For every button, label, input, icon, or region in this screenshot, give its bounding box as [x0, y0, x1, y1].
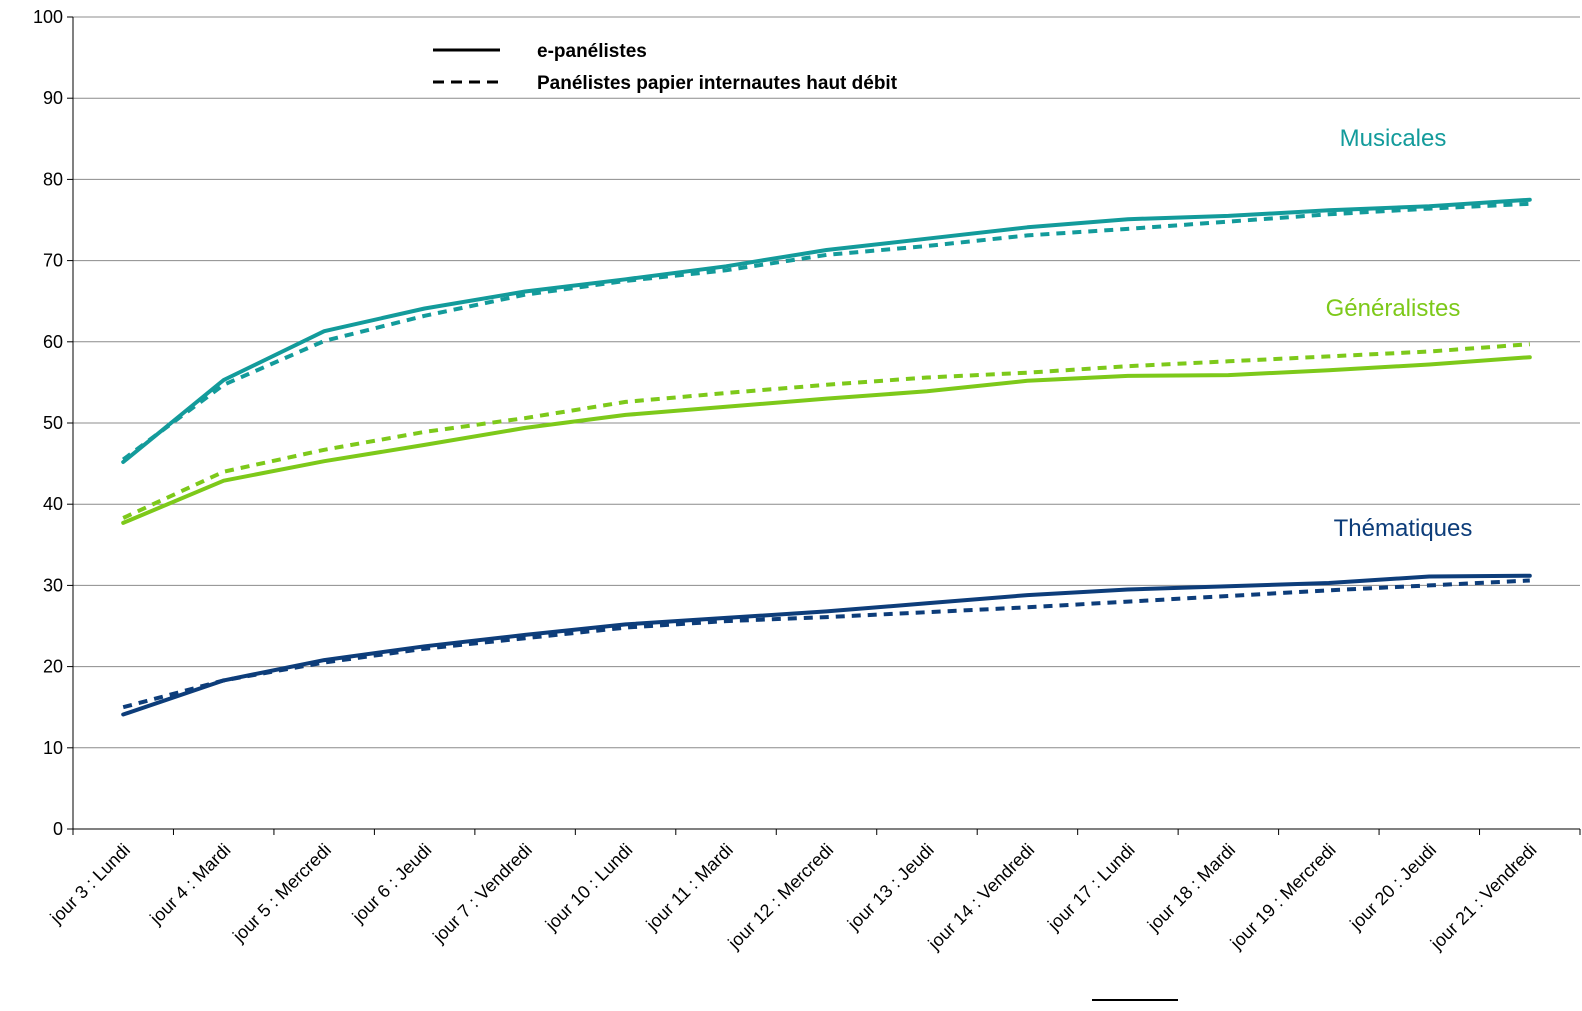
legend-label-solid: e-panélistes [537, 41, 647, 62]
series-layer [121, 197, 1532, 717]
x-tick-label: jour 17 : Lundi [1043, 840, 1139, 936]
x-tick-label: jour 20 : Jeudi [1345, 840, 1440, 935]
series-line-généralistes-dashed [122, 342, 1530, 520]
group-labels: Musicales Généralistes Thématiques [1326, 125, 1473, 542]
x-tick-label: jour 19 : Mercredi [1226, 840, 1340, 954]
series-line-thématiques-solid [121, 573, 1532, 717]
x-tick-label: jour 11 : Mardi [642, 840, 737, 935]
y-tick-label: 80 [43, 169, 63, 189]
x-tick-label: jour 13 : Jeudi [843, 840, 938, 935]
group-label-thématiques: Thématiques [1334, 515, 1473, 542]
y-tick-label: 20 [43, 657, 63, 677]
gridlines [73, 16, 1580, 749]
group-label-généralistes: Généralistes [1326, 295, 1461, 322]
group-label-musicales: Musicales [1340, 125, 1447, 152]
legend-label-dashed: Panélistes papier internautes haut débit [537, 73, 898, 94]
legend: e-panélistes Panélistes papier internaut… [433, 41, 898, 94]
y-tick-label: 100 [33, 7, 63, 27]
series-line-musicales-dashed [122, 201, 1530, 462]
y-tick-label: 60 [43, 332, 63, 352]
series-line-musicales-solid [121, 197, 1532, 464]
y-tick-label: 0 [53, 819, 63, 839]
series-line-généralistes-solid [121, 355, 1532, 525]
x-tick-label: jour 10 : Lundi [541, 840, 637, 936]
y-tick-label: 90 [43, 88, 63, 108]
y-tick-label: 50 [43, 413, 63, 433]
x-tick-label: jour 14 : Vendredi [924, 840, 1039, 955]
x-tick-label: jour 4 : Mardi [145, 840, 234, 929]
x-tick-label: jour 18 : Mardi [1143, 840, 1239, 936]
x-tick-label: jour 7 : Vendredi [428, 840, 536, 948]
x-tick-label: jour 3 : Lundi [46, 840, 134, 928]
y-tick-label: 10 [43, 738, 63, 758]
y-tick-label: 30 [43, 575, 63, 595]
y-axis: 0 10 20 30 40 50 60 70 80 90 100 [33, 7, 74, 839]
x-tick-label: jour 6 : Jeudi [348, 840, 436, 928]
x-tick-label: jour 5 : Mercredi [228, 840, 335, 947]
y-tick-label: 40 [43, 494, 63, 514]
series-line-thématiques-dashed [122, 578, 1530, 710]
x-tick-label: jour 21 : Vendredi [1426, 840, 1541, 955]
y-tick-label: 70 [43, 251, 63, 271]
x-tick-label: jour 12 : Mercredi [723, 840, 837, 954]
